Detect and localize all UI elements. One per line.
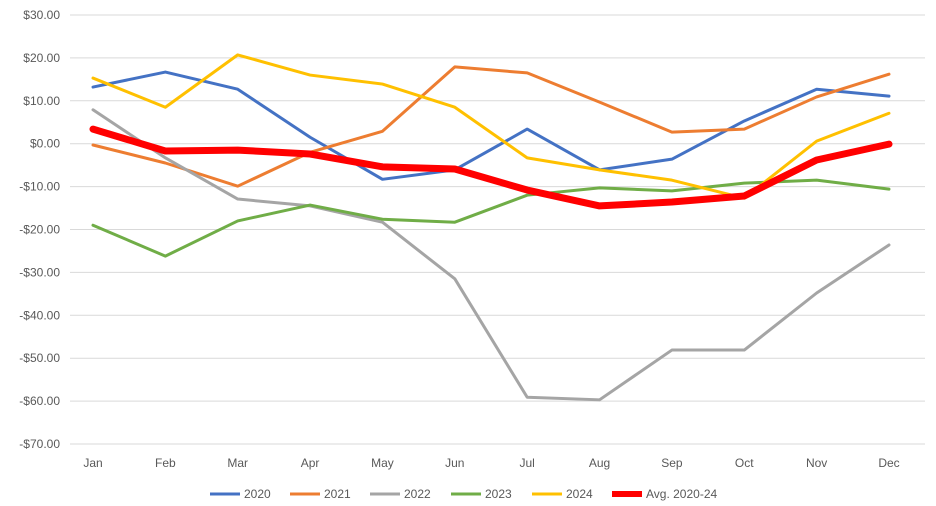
x-tick-label: Sep (661, 456, 683, 470)
y-tick-label: -$50.00 (19, 351, 60, 365)
y-tick-label: $0.00 (30, 137, 60, 151)
series-line-avg-2020-24 (89, 125, 893, 210)
legend-label: 2022 (404, 487, 431, 501)
series-line-2023 (91, 178, 891, 258)
y-tick-label: $10.00 (23, 94, 60, 108)
x-tick-label: Apr (301, 456, 320, 470)
legend-item: 2020 (210, 487, 271, 501)
legend-item: 2024 (532, 487, 593, 501)
y-tick-label: $20.00 (23, 51, 60, 65)
series-line-2020 (91, 70, 891, 181)
legend-label: 2024 (566, 487, 593, 501)
legend-item: 2022 (370, 487, 431, 501)
series-line-2021 (91, 65, 891, 188)
series-line-2022 (91, 108, 891, 402)
legend-label: 2021 (324, 487, 351, 501)
x-tick-label: Feb (155, 456, 176, 470)
legend-item: 2021 (290, 487, 351, 501)
y-tick-label: -$70.00 (19, 437, 60, 451)
gridlines (70, 14, 925, 445)
legend-item: 2023 (451, 487, 512, 501)
x-axis-ticks: Jan Feb Mar Apr May Jun Jul Aug Sep Oct Nov Dec (83, 456, 899, 470)
y-axis-ticks: $30.00 $20.00 $10.00 $0.00 -$10.00 -$20.00 -$3… (19, 8, 60, 451)
x-tick-label: Nov (806, 456, 827, 470)
y-tick-label: -$40.00 (19, 308, 60, 322)
x-tick-label: Jan (83, 456, 102, 470)
legend-label: 2020 (244, 487, 271, 501)
y-tick-label: -$10.00 (19, 180, 60, 194)
series-lines (89, 53, 893, 402)
x-tick-label: Jul (520, 456, 535, 470)
legend: 2020 2021 2022 2023 2024 Avg. 2020-24 (210, 487, 717, 501)
x-tick-label: May (371, 456, 394, 470)
x-tick-label: Mar (227, 456, 248, 470)
y-tick-label: -$30.00 (19, 265, 60, 279)
x-tick-label: Dec (878, 456, 899, 470)
y-tick-label: -$60.00 (19, 394, 60, 408)
y-tick-label: -$20.00 (19, 223, 60, 237)
x-tick-label: Aug (589, 456, 610, 470)
x-tick-label: Jun (445, 456, 464, 470)
legend-label: 2023 (485, 487, 512, 501)
legend-label: Avg. 2020-24 (646, 487, 717, 501)
x-tick-label: Oct (735, 456, 754, 470)
legend-item: Avg. 2020-24 (612, 487, 717, 501)
y-tick-label: $30.00 (23, 8, 60, 22)
